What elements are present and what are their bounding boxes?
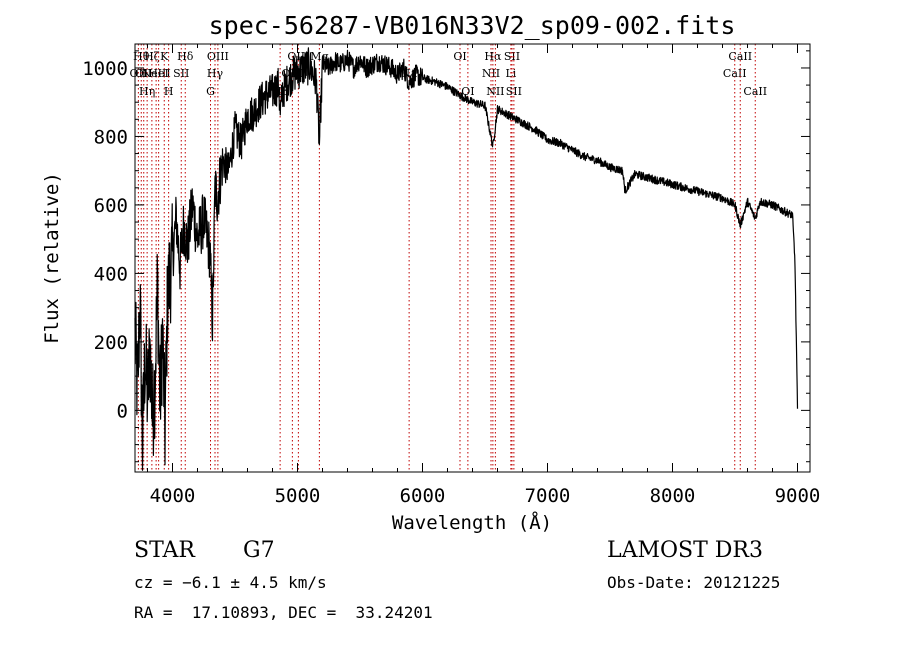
line-marker-label-8: H [164, 85, 174, 98]
line-marker-label-10: Hδ [177, 50, 194, 63]
spectrum-series-line [134, 47, 799, 471]
line-marker-label-13: OIII [207, 50, 229, 63]
x-tick-label: 8000 [650, 485, 696, 507]
line-marker-label-3: Hη [139, 85, 155, 98]
x-tick-label: 5000 [275, 485, 321, 507]
line-marker-label-25: SII [504, 50, 520, 63]
axis-tick-layer: 4000 5000 6000 7000 8000 9000 0 200 400 600 800 100… [82, 44, 820, 507]
line-marker-label-6: HeI [148, 67, 168, 80]
x-tick-label: 6000 [400, 485, 446, 507]
y-tick-label: 0 [117, 400, 128, 422]
object-subclass: G7 [243, 538, 275, 563]
observation-date: Obs-Date: 20121225 [607, 573, 781, 592]
x-axis-label: Wavelength (Å) [392, 511, 552, 534]
line-marker-label-26: SII [506, 85, 522, 98]
chart-title: spec-56287-VB016N33V2_sp09-002.fits [209, 11, 736, 40]
line-marker-label-7: K [160, 50, 169, 63]
line-marker-label-22: Hα [484, 50, 502, 63]
y-tick-label: 200 [94, 332, 128, 354]
line-marker-label-11: G [206, 85, 215, 98]
line-marker-label-27: CaII [723, 67, 747, 80]
line-marker-label-29: CaII [743, 85, 767, 98]
object-class: STAR [134, 538, 195, 563]
line-marker-label-0: OII [130, 67, 148, 80]
line-marker-label-4: Hζ [144, 50, 160, 63]
line-marker-label-23: NII [486, 85, 504, 98]
y-tick-label: 400 [94, 263, 128, 285]
line-marker-label-20: OI [461, 85, 474, 98]
sky-coordinates: RA = 17.10893, DEC = 33.24201 [134, 603, 433, 622]
y-tick-label: 1000 [82, 58, 128, 80]
line-marker-label-2: OII [135, 67, 153, 80]
line-marker-label-21: NII [482, 67, 500, 80]
x-tick-label: 9000 [775, 485, 821, 507]
line-marker-layer: OIIHθOIIHηHζNeIIIHeIKHSIIHδGHγOIIIHβOIII… [130, 44, 767, 472]
y-tick-label: 800 [94, 126, 128, 148]
redshift-velocity: cz = −6.1 ± 4.5 km/s [134, 573, 327, 592]
line-marker-label-28: CaII [728, 50, 752, 63]
line-marker-label-9: SII [173, 67, 189, 80]
x-tick-label: 4000 [150, 485, 196, 507]
survey-name: LAMOST DR3 [607, 538, 763, 563]
y-tick-label: 600 [94, 195, 128, 217]
y-axis-label: Flux (relative) [41, 172, 63, 344]
line-marker-label-1: Hθ [133, 50, 150, 63]
plot-frame [134, 43, 811, 473]
line-marker-label-24: Li [505, 67, 516, 80]
line-marker-label-19: OI [453, 50, 466, 63]
line-marker-label-5: NeIII [142, 67, 171, 80]
line-marker-label-12: Hγ [207, 67, 224, 80]
x-tick-label: 7000 [525, 485, 571, 507]
